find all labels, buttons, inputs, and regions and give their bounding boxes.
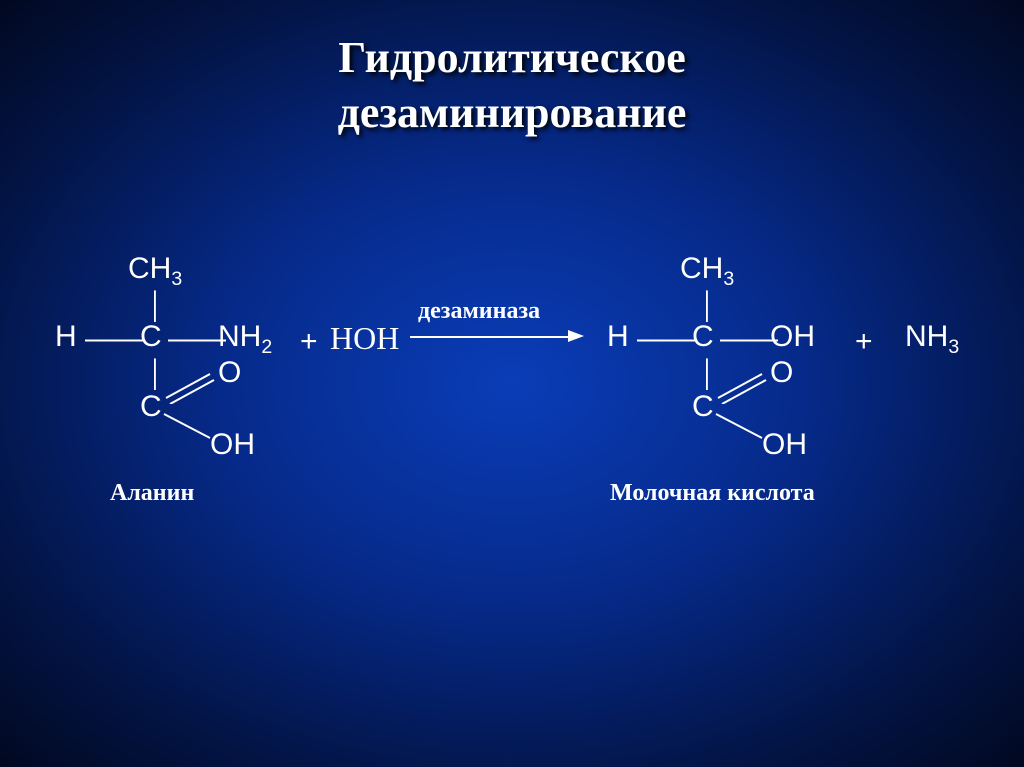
product-label: Молочная кислота — [610, 480, 815, 507]
plus-2: + — [855, 325, 873, 359]
reaction-arrow-head — [568, 330, 584, 342]
bond-h1-product-right: —— — [720, 322, 776, 356]
enzyme-label: дезаминаза — [418, 298, 540, 325]
reactant-h: H — [55, 320, 77, 354]
bond-v1-product: │ — [700, 290, 716, 321]
reactant-ch3: CH3 — [128, 252, 182, 286]
reactant-label: Аланин — [110, 480, 194, 507]
product-c2: C — [692, 390, 714, 424]
product-ch3: CH3 — [680, 252, 734, 286]
reactant-oh: OH — [210, 428, 255, 462]
bond-h1-reactant-left: —— — [85, 322, 141, 356]
bond-h1-reactant-right: —— — [168, 322, 224, 356]
water: HOH — [330, 320, 399, 357]
bond-h1-product-left: —— — [637, 322, 693, 356]
product-oh-row: OH — [770, 320, 815, 354]
product-c: C — [692, 320, 714, 354]
reaction-diagram: CH3 │ H —— C —— NH2 │ C O OH Аланин + HO… — [0, 0, 1024, 767]
reactant-c2: C — [140, 390, 162, 424]
reactant-nh2: NH2 — [218, 320, 272, 354]
bond-v1-reactant: │ — [148, 290, 164, 321]
product-h: H — [607, 320, 629, 354]
product-oh: OH — [762, 428, 807, 462]
reactant-c: C — [140, 320, 162, 354]
reactant-o: O — [218, 356, 241, 390]
product-o: O — [770, 356, 793, 390]
plus-1: + — [300, 325, 318, 359]
ammonia: NH3 — [905, 320, 959, 354]
reaction-arrow-line — [410, 336, 570, 338]
